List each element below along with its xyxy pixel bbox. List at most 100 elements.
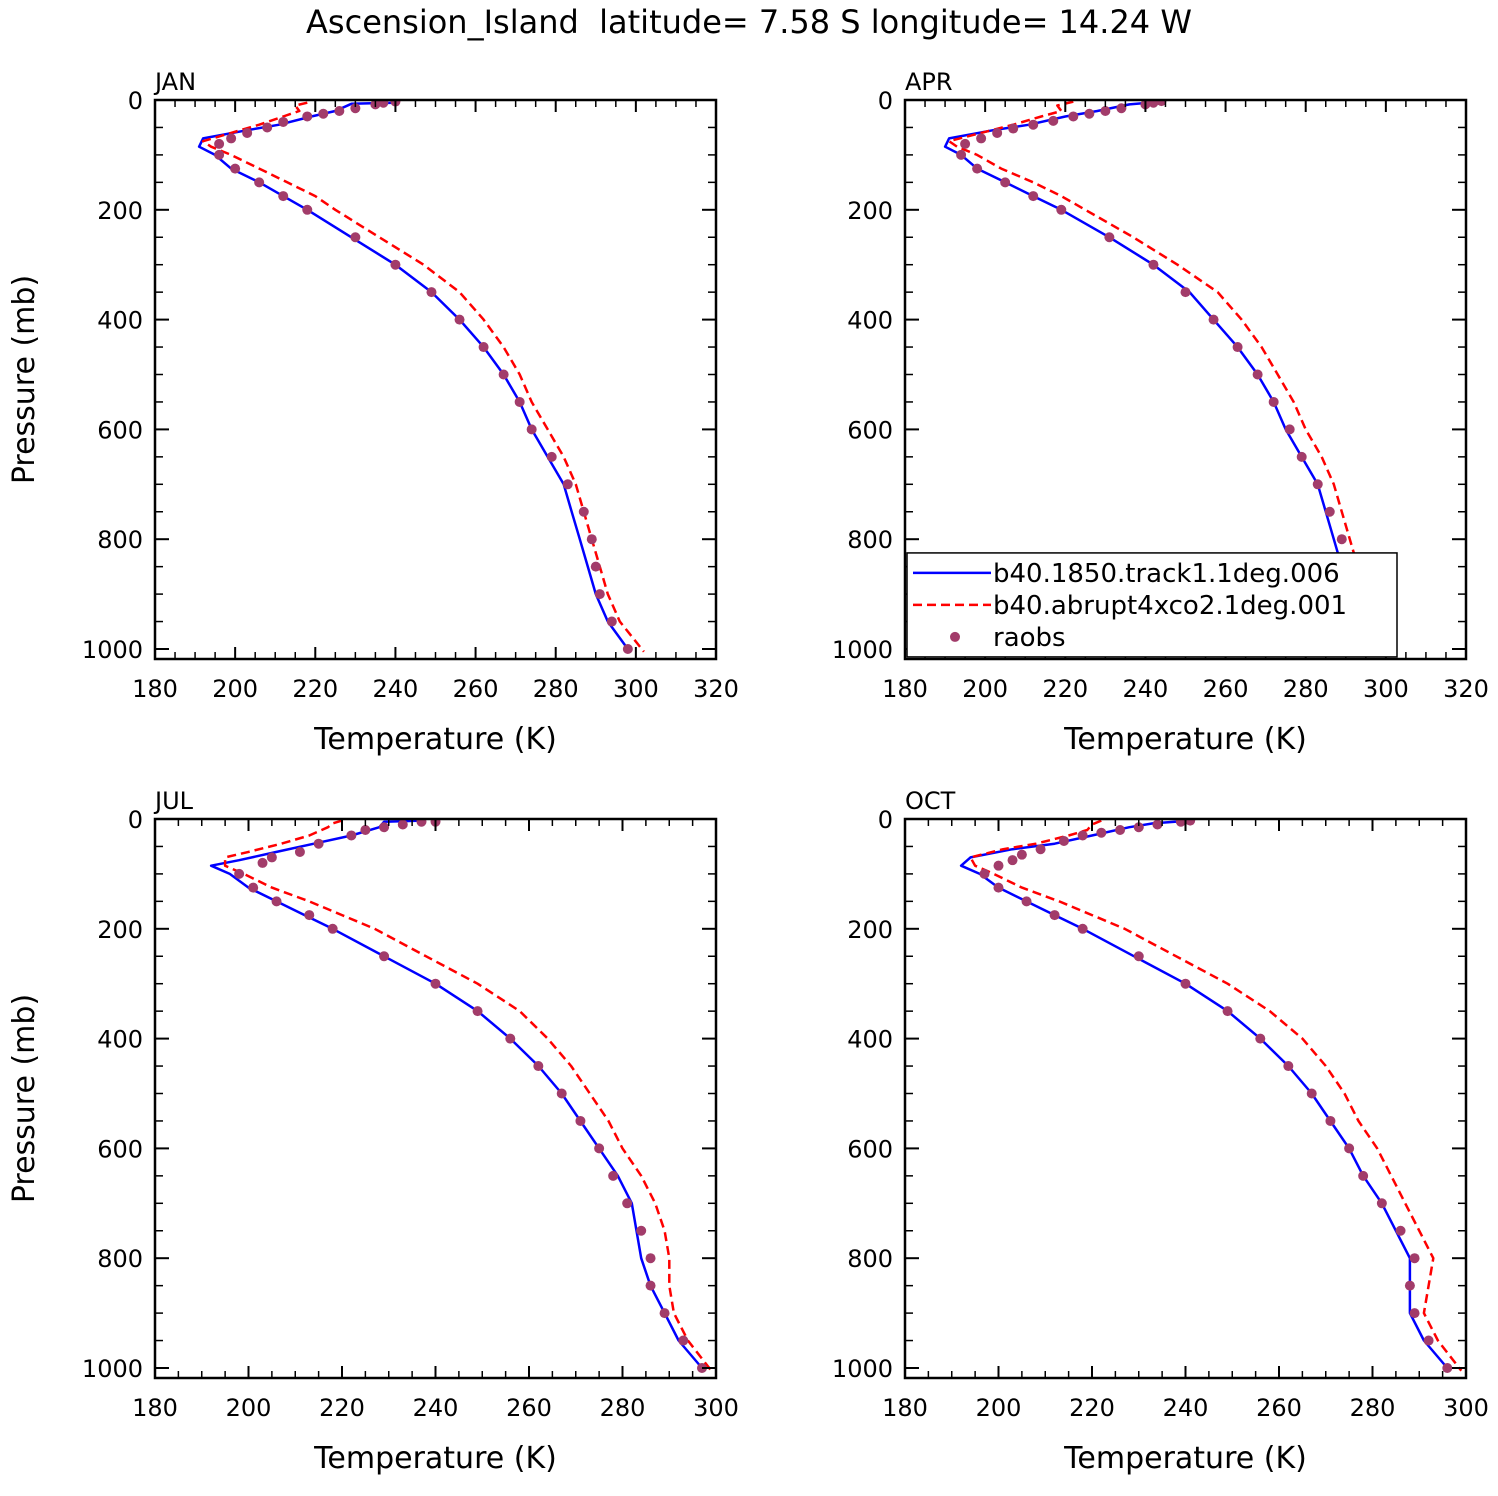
- raobs-point: [1344, 1143, 1355, 1154]
- panel-jul: 180 200 220 240 260 280 300 0 200 400 600 800 1000 JU…: [7, 787, 739, 1476]
- x-tick-label: 260: [506, 1394, 552, 1422]
- raobs-point: [1284, 424, 1295, 435]
- y-tick-label: 200: [97, 197, 143, 225]
- raobs-point: [645, 1280, 656, 1291]
- raobs-point: [1358, 1170, 1369, 1181]
- control-line: [209, 819, 703, 1369]
- abrupt4xco2-line: [223, 819, 713, 1372]
- x-axis-label: Temperature (K): [313, 1441, 557, 1476]
- raobs-point: [678, 1335, 689, 1346]
- raobs-point: [636, 1225, 647, 1236]
- y-tick-label: 600: [97, 416, 143, 444]
- raobs-point: [318, 108, 329, 119]
- raobs-point: [302, 111, 313, 122]
- y-tick-label: 400: [97, 1026, 143, 1054]
- x-tick-label: 280: [600, 1394, 646, 1422]
- raobs-point: [1084, 108, 1095, 119]
- raobs-point: [360, 824, 371, 835]
- y-tick-label: 1000: [82, 636, 143, 664]
- legend-label: b40.abrupt4xco2.1deg.001: [993, 591, 1347, 621]
- raobs-point: [1104, 232, 1115, 243]
- raobs-point: [594, 1143, 605, 1154]
- panel-title: JAN: [153, 68, 196, 96]
- raobs-point: [1409, 1253, 1420, 1264]
- raobs-point: [1325, 1115, 1336, 1126]
- x-tick-label: 180: [132, 1394, 178, 1422]
- plot-frame: [153, 98, 718, 661]
- y-tick-label: 600: [847, 416, 893, 444]
- raobs-point: [1232, 342, 1243, 353]
- raobs-point: [214, 138, 225, 149]
- y-tick-label: 0: [128, 87, 143, 115]
- x-tick-label: 320: [1443, 675, 1489, 703]
- raobs-point: [562, 479, 573, 490]
- x-tick-label: 260: [1256, 1394, 1302, 1422]
- raobs-point: [1016, 849, 1027, 860]
- raobs-point: [498, 369, 509, 380]
- raobs-point: [590, 561, 601, 572]
- raobs-point: [1028, 191, 1039, 202]
- raobs-point: [379, 951, 390, 962]
- abrupt4xco2-line: [969, 819, 1463, 1372]
- raobs-point: [397, 819, 408, 830]
- y-tick-label: 0: [878, 806, 893, 834]
- raobs-point: [1116, 103, 1127, 114]
- raobs-point: [478, 342, 489, 353]
- raobs-point: [1077, 830, 1088, 841]
- raobs-point: [514, 396, 525, 407]
- x-tick-label: 260: [1203, 675, 1249, 703]
- raobs-point: [242, 127, 253, 138]
- raobs-point: [1180, 287, 1191, 298]
- raobs-point: [350, 232, 361, 243]
- raobs-point: [313, 838, 324, 849]
- raobs-point: [334, 105, 345, 116]
- raobs-point: [302, 204, 313, 215]
- raobs-point: [976, 133, 987, 144]
- x-tick-label: 300: [613, 675, 659, 703]
- raobs-point: [1252, 369, 1263, 380]
- raobs-point: [1096, 827, 1107, 838]
- raobs-point: [1185, 819, 1196, 826]
- y-tick-label: 800: [97, 1245, 143, 1273]
- raobs-point: [248, 882, 259, 893]
- raobs-point: [1404, 1280, 1415, 1291]
- x-tick-label: 180: [882, 675, 928, 703]
- plot-frame: [903, 817, 1468, 1380]
- raobs-point: [575, 1115, 586, 1126]
- y-tick-label: 200: [847, 197, 893, 225]
- panel-data: [197, 100, 645, 654]
- raobs-point: [254, 177, 265, 188]
- raobs-point: [533, 1061, 544, 1072]
- raobs-point: [1077, 923, 1088, 934]
- raobs-point: [645, 1253, 656, 1264]
- y-tick-label: 800: [847, 526, 893, 554]
- x-tick-label: 240: [1163, 1394, 1209, 1422]
- raobs-point: [214, 149, 225, 160]
- raobs-point: [257, 857, 268, 868]
- panel-title: OCT: [905, 787, 956, 815]
- abrupt4xco2-line: [947, 100, 1395, 653]
- raobs-point: [586, 534, 597, 545]
- raobs-point: [426, 287, 437, 298]
- x-tick-label: 200: [962, 675, 1008, 703]
- raobs-point: [1035, 844, 1046, 855]
- raobs-point: [992, 127, 1003, 138]
- raobs-point: [556, 1088, 567, 1099]
- y-tick-label: 800: [97, 526, 143, 554]
- raobs-point: [271, 896, 282, 907]
- raobs-point: [1156, 100, 1167, 107]
- raobs-point: [1222, 1006, 1233, 1017]
- y-tick-label: 600: [97, 1135, 143, 1163]
- raobs-point: [606, 616, 617, 627]
- raobs-point: [1048, 115, 1059, 126]
- abrupt4xco2-line: [201, 101, 645, 653]
- raobs-point: [1423, 1335, 1434, 1346]
- raobs-point: [416, 819, 427, 827]
- raobs-point: [390, 259, 401, 270]
- raobs-point: [1208, 314, 1219, 325]
- raobs-point: [526, 424, 537, 435]
- y-tick-label: 600: [847, 1135, 893, 1163]
- panel-data: [943, 100, 1395, 654]
